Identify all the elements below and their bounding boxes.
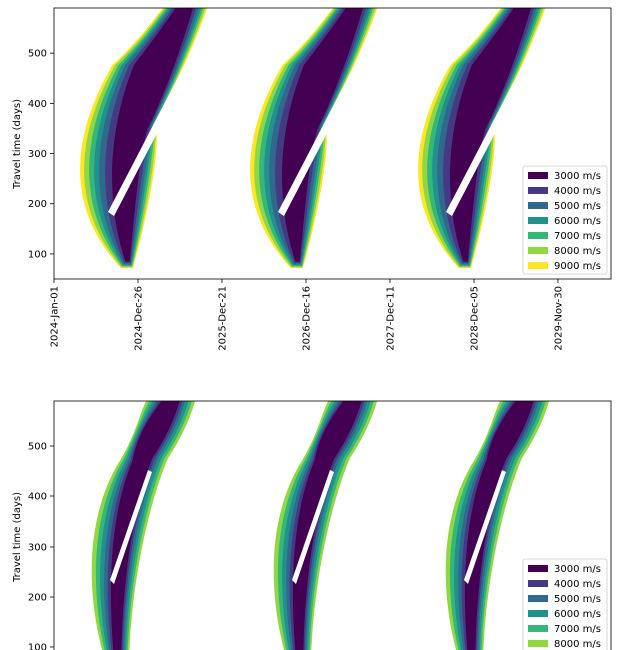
- legend-label: 5000 m/s: [554, 594, 601, 605]
- legend-label: 3000 m/s: [554, 171, 601, 182]
- contour-band: [282, 8, 363, 262]
- top-legend: 3000 m/s 4000 m/s 5000 m/s 6000 m/s 7000 m/s…: [522, 165, 608, 275]
- bottom-y-tick-label: 200: [28, 593, 47, 604]
- bottom-y-axis-label: Travel time (days): [12, 492, 23, 583]
- top-y-axis-label: Travel time (days): [12, 99, 23, 190]
- contour-band: [292, 401, 362, 650]
- legend-swatch: [528, 187, 548, 194]
- contour-band: [110, 401, 180, 650]
- contour-gap: [464, 470, 506, 584]
- contour-band: [107, 401, 183, 650]
- legend-label: 4000 m/s: [554, 186, 601, 197]
- legend-swatch: [528, 565, 548, 572]
- top-x-tick-label: 2026-Dec-16: [302, 286, 313, 351]
- bottom-y-axis: 100 200 300 400 500: [28, 442, 54, 650]
- bottom-y-tick-label: 300: [28, 543, 47, 554]
- legend-label: 6000 m/s: [554, 216, 601, 227]
- contour-gap: [110, 470, 152, 584]
- bottom-y-tick-label: 500: [28, 442, 47, 453]
- bottom-chart: 100 200 300 400 500 Travel time (days) 3000 …: [12, 400, 612, 650]
- legend-swatch: [528, 262, 548, 269]
- legend-label: 9000 m/s: [554, 261, 601, 272]
- top-x-tick-label: 2025-Dec-21: [218, 286, 229, 351]
- legend-swatch: [528, 217, 548, 224]
- legend-swatch: [528, 172, 548, 179]
- contour-band: [450, 8, 531, 262]
- bottom-y-tick-label: 400: [28, 492, 47, 503]
- contour-band: [464, 401, 534, 650]
- top-contours: [80, 8, 546, 268]
- legend-swatch: [528, 232, 548, 239]
- bottom-plot-frame: [53, 400, 612, 650]
- legend-label: 6000 m/s: [554, 609, 601, 620]
- legend-label: 7000 m/s: [554, 624, 601, 635]
- top-x-tick-label: 2028-Dec-05: [470, 286, 481, 351]
- legend-swatch: [528, 625, 548, 632]
- bottom-y-tick-label: 100: [28, 643, 47, 650]
- legend-label: 8000 m/s: [554, 246, 601, 257]
- top-x-tick-label: 2024-Dec-26: [134, 286, 145, 351]
- legend-swatch: [528, 610, 548, 617]
- legend-label: 8000 m/s: [554, 639, 601, 650]
- legend-label: 5000 m/s: [554, 201, 601, 212]
- top-plot-frame: [53, 7, 612, 280]
- legend-label: 3000 m/s: [554, 564, 601, 575]
- contour-gap: [278, 62, 362, 216]
- contour-gap: [446, 62, 530, 216]
- bottom-legend: 3000 m/s 4000 m/s 5000 m/s 6000 m/s 7000 m/s…: [522, 558, 608, 650]
- contour-band: [289, 401, 365, 650]
- top-y-axis: 100 200 300 400 500: [28, 49, 54, 260]
- contour-gap: [108, 62, 192, 216]
- legend-label: 4000 m/s: [554, 579, 601, 590]
- top-y-tick-label: 300: [28, 149, 47, 160]
- contour-band: [461, 401, 537, 650]
- legend-swatch: [528, 580, 548, 587]
- top-y-tick-label: 500: [28, 49, 47, 60]
- top-y-tick-label: 100: [28, 249, 47, 260]
- legend-swatch: [528, 640, 548, 647]
- top-x-tick-label: 2024-Jan-01: [50, 286, 61, 347]
- top-x-tick-label: 2027-Dec-11: [386, 286, 397, 351]
- legend-swatch: [528, 247, 548, 254]
- contour-band: [112, 8, 193, 262]
- legend-swatch: [528, 595, 548, 602]
- top-y-tick-label: 400: [28, 99, 47, 110]
- contour-gap: [292, 470, 334, 584]
- legend-swatch: [528, 202, 548, 209]
- legend-label: 7000 m/s: [554, 231, 601, 242]
- bottom-contours: [91, 401, 550, 650]
- top-x-tick-label: 2029-Nov-30: [554, 286, 565, 351]
- top-x-axis: 2024-Jan-01 2024-Dec-26 2025-Dec-21 2026-De…: [50, 279, 565, 351]
- top-y-tick-label: 200: [28, 199, 47, 210]
